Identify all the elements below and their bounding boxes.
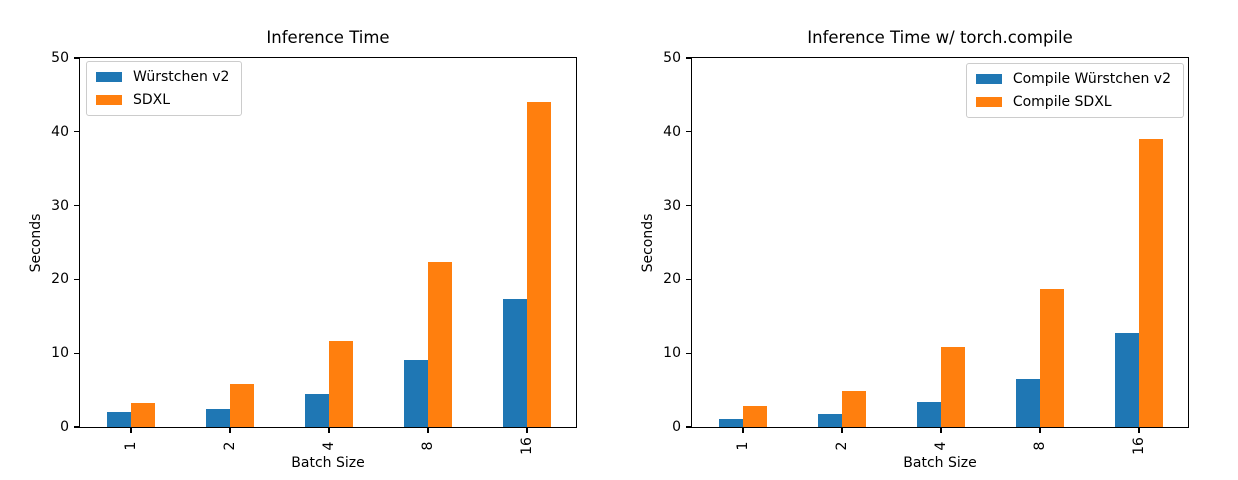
bar-sdxl-batch-2 — [230, 384, 254, 427]
x-tick-mark — [427, 428, 429, 433]
y-tick-mark — [686, 57, 691, 59]
bar-sdxl-batch-8 — [428, 261, 452, 427]
y-tick-label: 50 — [51, 50, 69, 66]
x-tick-mark — [940, 428, 942, 433]
x-tick-mark — [526, 428, 528, 433]
x-tick-label: 1 — [123, 441, 139, 451]
bar-compile-würstchen-v2-batch-4 — [917, 401, 941, 427]
bar-würstchen-v2-batch-2 — [206, 408, 230, 427]
legend: Compile Würstchen v2 Compile SDXL — [965, 63, 1184, 118]
legend: Würstchen v2 SDXL — [86, 61, 243, 116]
legend-label: Compile SDXL — [1012, 94, 1112, 110]
x-tick-label: 8 — [1032, 441, 1048, 451]
bar-compile-sdxl-batch-1 — [743, 406, 767, 427]
y-tick-mark — [74, 426, 79, 428]
plot-area — [691, 57, 1189, 428]
legend-swatch-würstchen-v2 — [96, 71, 122, 83]
bar-würstchen-v2-batch-4 — [305, 393, 329, 427]
x-tick-mark — [841, 428, 843, 433]
bar-würstchen-v2-batch-16 — [503, 298, 527, 427]
y-tick-label: 20 — [51, 271, 69, 288]
x-tick-label: 1 — [735, 441, 751, 451]
y-tick-label: 10 — [51, 345, 69, 362]
legend-item-compile-würstchen-v2: Compile Würstchen v2 — [975, 69, 1171, 89]
x-tick-mark — [742, 428, 744, 433]
y-tick-mark — [686, 426, 691, 428]
chart-title: Inference Time w/ torch.compile — [807, 28, 1073, 47]
x-tick-label: 2 — [834, 441, 850, 451]
x-tick-mark — [328, 428, 330, 433]
legend-item-würstchen-v2: Würstchen v2 — [96, 67, 229, 87]
x-tick-label: 4 — [321, 441, 337, 451]
x-axis-label: Batch Size — [903, 455, 977, 471]
y-tick-label: 30 — [51, 197, 69, 214]
y-tick-label: 50 — [663, 50, 681, 66]
y-tick-mark — [74, 57, 79, 59]
y-tick-mark — [686, 352, 691, 354]
y-tick-label: 10 — [663, 345, 681, 362]
x-tick-label: 8 — [420, 441, 436, 451]
bar-sdxl-batch-4 — [329, 340, 353, 427]
y-tick-label: 20 — [663, 271, 681, 288]
x-tick-mark — [1138, 428, 1140, 433]
bar-sdxl-batch-16 — [527, 102, 551, 427]
x-tick-label: 4 — [933, 441, 949, 451]
y-tick-mark — [74, 131, 79, 133]
x-tick-label: 2 — [222, 441, 238, 451]
x-tick-mark — [1039, 428, 1041, 433]
legend-item-compile-sdxl: Compile SDXL — [975, 92, 1171, 112]
bar-sdxl-batch-1 — [131, 402, 155, 427]
plot-area — [79, 57, 577, 428]
legend-swatch-sdxl — [96, 94, 122, 106]
bar-compile-würstchen-v2-batch-16 — [1115, 332, 1139, 427]
legend-label: Compile Würstchen v2 — [1012, 71, 1171, 87]
bar-compile-sdxl-batch-8 — [1040, 289, 1064, 427]
bar-compile-würstchen-v2-batch-8 — [1016, 379, 1040, 427]
x-axis-label: Batch Size — [291, 455, 365, 471]
y-tick-mark — [74, 205, 79, 207]
legend-swatch-compile-würstchen-v2 — [975, 73, 1002, 85]
x-tick-label: 16 — [1131, 437, 1147, 455]
y-tick-mark — [686, 205, 691, 207]
y-tick-label: 30 — [663, 197, 681, 214]
y-tick-label: 0 — [672, 419, 681, 435]
chart-title: Inference Time — [266, 28, 390, 47]
y-tick-label: 40 — [663, 123, 681, 140]
legend-label: Würstchen v2 — [133, 69, 230, 85]
y-tick-mark — [74, 278, 79, 280]
legend-label: SDXL — [133, 92, 171, 108]
bar-würstchen-v2-batch-1 — [107, 412, 131, 427]
bar-compile-sdxl-batch-2 — [842, 390, 866, 427]
y-tick-mark — [686, 278, 691, 280]
y-tick-mark — [686, 131, 691, 133]
bar-compile-würstchen-v2-batch-1 — [719, 418, 743, 427]
y-tick-mark — [74, 352, 79, 354]
bar-compile-würstchen-v2-batch-2 — [818, 413, 842, 427]
bar-compile-sdxl-batch-16 — [1139, 139, 1163, 427]
bar-compile-sdxl-batch-4 — [941, 346, 965, 427]
y-tick-label: 0 — [60, 419, 69, 435]
legend-item-sdxl: SDXL — [96, 90, 229, 110]
x-tick-mark — [229, 428, 231, 433]
legend-swatch-compile-sdxl — [975, 96, 1002, 108]
x-tick-label: 16 — [519, 437, 535, 455]
y-tick-label: 40 — [51, 123, 69, 140]
bar-würstchen-v2-batch-8 — [404, 359, 428, 427]
x-tick-mark — [130, 428, 132, 433]
